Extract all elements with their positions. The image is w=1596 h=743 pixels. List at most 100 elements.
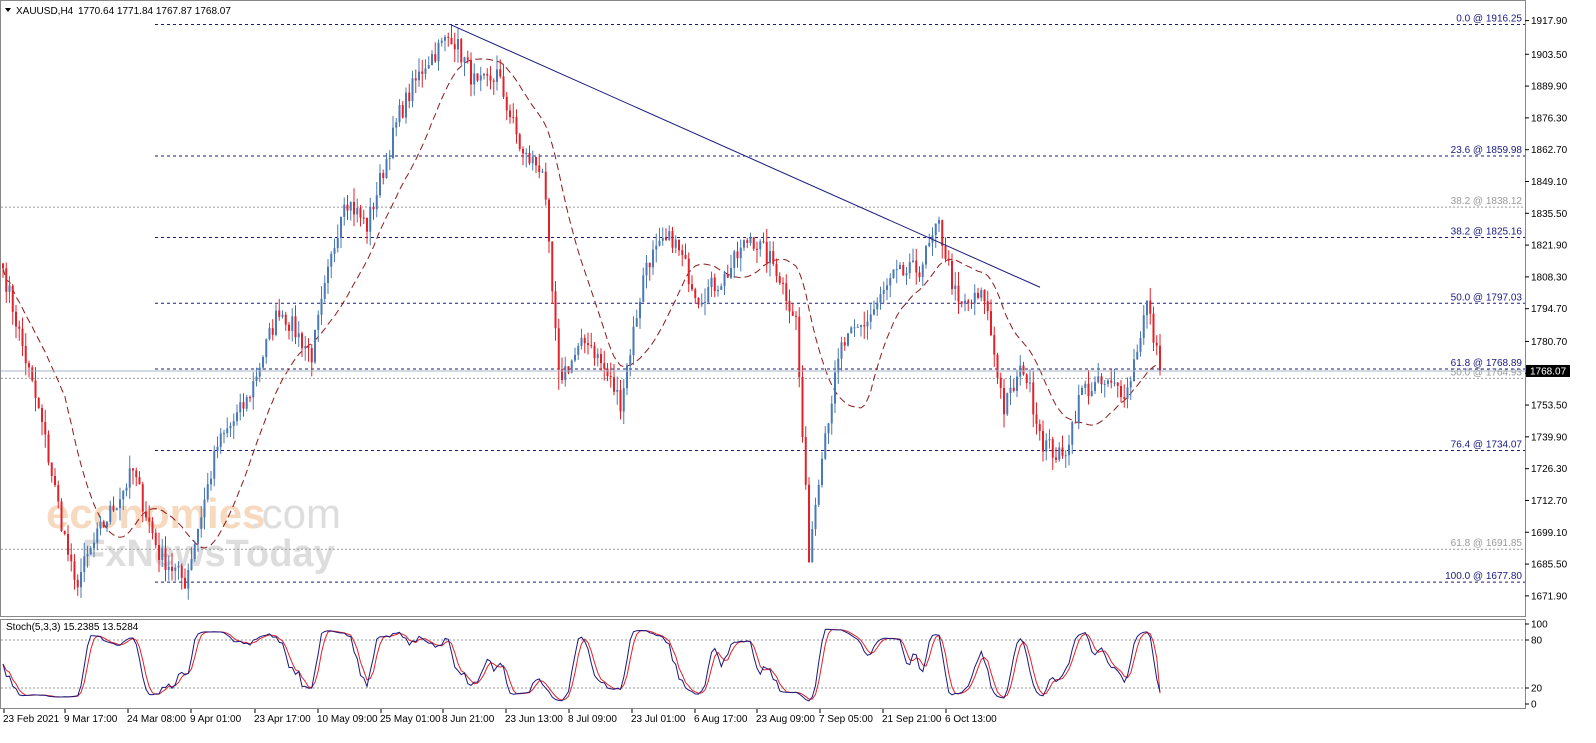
candle-body xyxy=(580,337,583,346)
current-price-label: 1768.07 xyxy=(1530,366,1567,377)
candle-body xyxy=(197,528,199,544)
time-tick-label: 25 May 01:00 xyxy=(380,714,441,725)
candle-body xyxy=(843,342,846,346)
candle-body xyxy=(863,325,866,327)
candle-body xyxy=(216,446,219,451)
trendline-layer[interactable] xyxy=(451,24,1041,288)
candle-body xyxy=(778,276,781,283)
candle-body xyxy=(980,289,983,298)
candle-body xyxy=(128,468,131,488)
price-tick-label: 1821.90 xyxy=(1531,241,1568,252)
candle-body xyxy=(583,337,586,344)
fib-gray-label: 38.2 @ 1838.12 xyxy=(1451,196,1523,207)
candle-body xyxy=(50,462,53,476)
candle-body xyxy=(1081,387,1083,395)
candle-body xyxy=(762,241,765,243)
candle-body xyxy=(1129,381,1132,388)
dropdown-triangle-icon[interactable] xyxy=(5,8,11,12)
candle-body xyxy=(808,484,810,563)
candle-body xyxy=(1087,383,1090,397)
candle-body xyxy=(167,566,170,570)
candle-body xyxy=(11,285,14,312)
watermark: economies .com FxNewsToday xyxy=(46,490,341,575)
candle-body xyxy=(892,269,895,279)
candle-body xyxy=(830,403,833,424)
candle-body xyxy=(700,302,703,305)
candle-body xyxy=(440,40,443,43)
candle-body xyxy=(249,397,251,399)
candle-body xyxy=(837,358,840,373)
candle-body xyxy=(453,44,456,50)
candle-body xyxy=(652,249,654,268)
candle-body xyxy=(957,285,960,302)
candle-body xyxy=(1100,376,1103,385)
candle-body xyxy=(213,450,216,479)
candle-body xyxy=(661,237,664,241)
candle-body xyxy=(200,517,203,529)
candle-body xyxy=(60,501,63,532)
candle-body xyxy=(574,354,576,361)
candle-body xyxy=(908,262,911,274)
candle-body xyxy=(951,260,953,290)
candle-body xyxy=(694,289,697,298)
candle-body xyxy=(24,345,27,364)
candle-body xyxy=(258,367,261,377)
candle-body xyxy=(749,237,752,243)
fib-gray-label: 61.8 @ 1691.85 xyxy=(1451,538,1523,549)
ohlc-values: 1770.64 1771.84 1767.87 1768.07 xyxy=(78,6,231,17)
candle-body xyxy=(590,344,593,346)
candle-body xyxy=(349,201,352,211)
candle-body xyxy=(973,292,976,304)
candle-body xyxy=(567,366,570,373)
candle-body xyxy=(879,293,882,303)
fib-label: 23.6 @ 1859.98 xyxy=(1451,145,1523,156)
candle-body xyxy=(93,542,95,549)
candle-body xyxy=(1142,315,1145,338)
candle-body xyxy=(902,264,905,276)
candle-body xyxy=(343,204,346,217)
candle-body xyxy=(707,287,710,302)
price-tick-label: 1671.90 xyxy=(1531,591,1568,602)
candle-body xyxy=(444,36,446,41)
price-tick-label: 1808.30 xyxy=(1531,272,1568,283)
candle-body xyxy=(362,217,365,219)
candle-body xyxy=(210,478,212,485)
candle-body xyxy=(522,148,524,154)
candle-body xyxy=(733,251,736,268)
candle-body xyxy=(642,275,645,302)
candle-body xyxy=(895,269,898,271)
candle-body xyxy=(15,311,17,327)
candle-body xyxy=(346,204,349,211)
candle-body xyxy=(723,273,726,287)
candle-body xyxy=(421,71,424,74)
candle-body xyxy=(505,96,508,111)
stochastic-panel-frame xyxy=(0,619,1526,709)
candle-body xyxy=(226,428,229,434)
candle-body xyxy=(177,565,180,568)
candle-body xyxy=(187,570,190,589)
candle-body xyxy=(639,301,641,319)
candle-body xyxy=(1103,383,1106,385)
candle-body xyxy=(622,388,625,412)
candle-body xyxy=(473,73,476,85)
chart-header: XAUUSD,H4 1770.64 1771.84 1767.87 1768.0… xyxy=(5,6,231,17)
fibonacci-levels: 38.2 @ 1838.12 50.0 @ 1764.93 61.8 @ 1691.… xyxy=(1,13,1525,583)
candle-body xyxy=(791,311,794,316)
candle-body xyxy=(564,366,567,381)
candle-body xyxy=(21,328,24,346)
candle-body xyxy=(89,548,92,555)
candle-body xyxy=(284,314,287,325)
time-tick-label: 23 Jun 13:00 xyxy=(505,714,563,725)
candle-body xyxy=(28,363,30,368)
candle-body xyxy=(1136,351,1139,360)
candle-body xyxy=(1042,430,1044,452)
candle-body xyxy=(996,354,999,378)
candle-body xyxy=(486,73,489,76)
time-tick-label: 23 Feb 2021 xyxy=(3,714,60,725)
candle-body xyxy=(252,381,255,398)
price-tick-label: 1903.50 xyxy=(1531,50,1568,61)
candle-body xyxy=(655,245,658,250)
candle-body xyxy=(86,554,89,557)
price-candles xyxy=(2,25,1161,600)
